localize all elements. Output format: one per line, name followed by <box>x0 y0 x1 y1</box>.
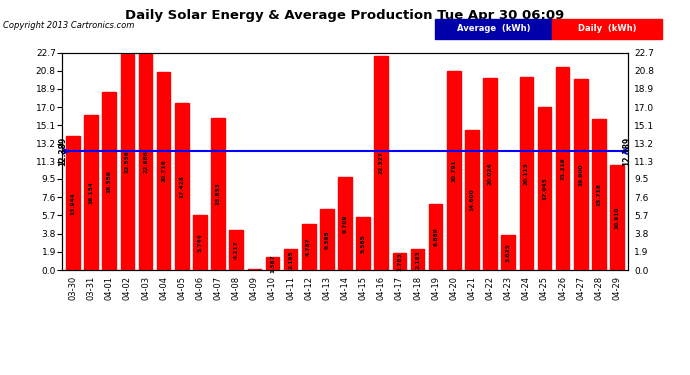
Text: 6.889: 6.889 <box>433 228 438 246</box>
Text: 18.558: 18.558 <box>107 170 112 192</box>
Text: 4.217: 4.217 <box>234 240 239 259</box>
Text: 2.183: 2.183 <box>415 250 420 269</box>
Text: 17.045: 17.045 <box>542 177 547 200</box>
Text: 3.625: 3.625 <box>506 243 511 262</box>
Bar <box>356 217 370 270</box>
Bar <box>411 249 424 270</box>
Text: Daily Solar Energy & Average Production Tue Apr 30 06:09: Daily Solar Energy & Average Production … <box>126 9 564 22</box>
Bar <box>193 215 207 270</box>
Bar <box>338 177 352 270</box>
Bar <box>266 257 279 270</box>
Bar <box>465 130 479 270</box>
Text: 22.686: 22.686 <box>143 150 148 173</box>
Text: 12.389: 12.389 <box>59 136 68 166</box>
Bar <box>284 249 297 270</box>
Bar <box>320 209 334 270</box>
Text: 19.900: 19.900 <box>578 164 583 186</box>
Bar <box>429 204 442 270</box>
Bar <box>175 103 188 270</box>
Bar <box>121 54 134 270</box>
Text: 16.154: 16.154 <box>88 181 94 204</box>
Text: 20.113: 20.113 <box>524 162 529 185</box>
Bar <box>538 106 551 270</box>
Text: 20.716: 20.716 <box>161 159 166 182</box>
Text: 5.744: 5.744 <box>197 233 202 252</box>
Text: Average  (kWh): Average (kWh) <box>457 24 530 33</box>
Text: 21.219: 21.219 <box>560 157 565 180</box>
Bar <box>592 119 606 270</box>
Bar <box>211 118 225 270</box>
Bar <box>447 71 461 270</box>
Bar <box>84 115 98 270</box>
Bar <box>574 80 588 270</box>
Text: 2.195: 2.195 <box>288 250 293 269</box>
Text: 1.367: 1.367 <box>270 254 275 273</box>
Text: 15.718: 15.718 <box>596 183 602 206</box>
Text: 20.024: 20.024 <box>488 163 493 185</box>
Bar <box>502 235 515 270</box>
Text: 15.853: 15.853 <box>215 183 221 206</box>
Text: 20.791: 20.791 <box>451 159 456 182</box>
Text: 6.395: 6.395 <box>324 230 329 249</box>
Bar <box>139 53 152 270</box>
Text: 17.428: 17.428 <box>179 175 184 198</box>
Bar <box>302 224 315 270</box>
Text: 22.327: 22.327 <box>379 152 384 174</box>
Text: 9.709: 9.709 <box>342 214 348 232</box>
Bar <box>157 72 170 270</box>
Bar <box>556 67 569 270</box>
Bar <box>66 136 80 270</box>
Text: 10.910: 10.910 <box>615 207 620 229</box>
Text: Copyright 2013 Cartronics.com: Copyright 2013 Cartronics.com <box>3 21 135 30</box>
Text: 14.600: 14.600 <box>469 189 475 211</box>
Bar <box>520 77 533 270</box>
Text: 5.565: 5.565 <box>361 234 366 253</box>
Text: 22.556: 22.556 <box>125 150 130 173</box>
Text: 13.944: 13.944 <box>70 192 75 214</box>
Bar <box>483 78 497 270</box>
Text: 4.787: 4.787 <box>306 238 311 256</box>
Text: 12.389: 12.389 <box>622 136 631 166</box>
Bar <box>229 230 243 270</box>
Bar <box>393 253 406 270</box>
Text: 1.763: 1.763 <box>397 252 402 271</box>
Bar <box>375 56 388 270</box>
Text: Daily  (kWh): Daily (kWh) <box>578 24 636 33</box>
Bar <box>610 165 624 270</box>
Bar <box>248 269 261 270</box>
Bar <box>102 92 116 270</box>
